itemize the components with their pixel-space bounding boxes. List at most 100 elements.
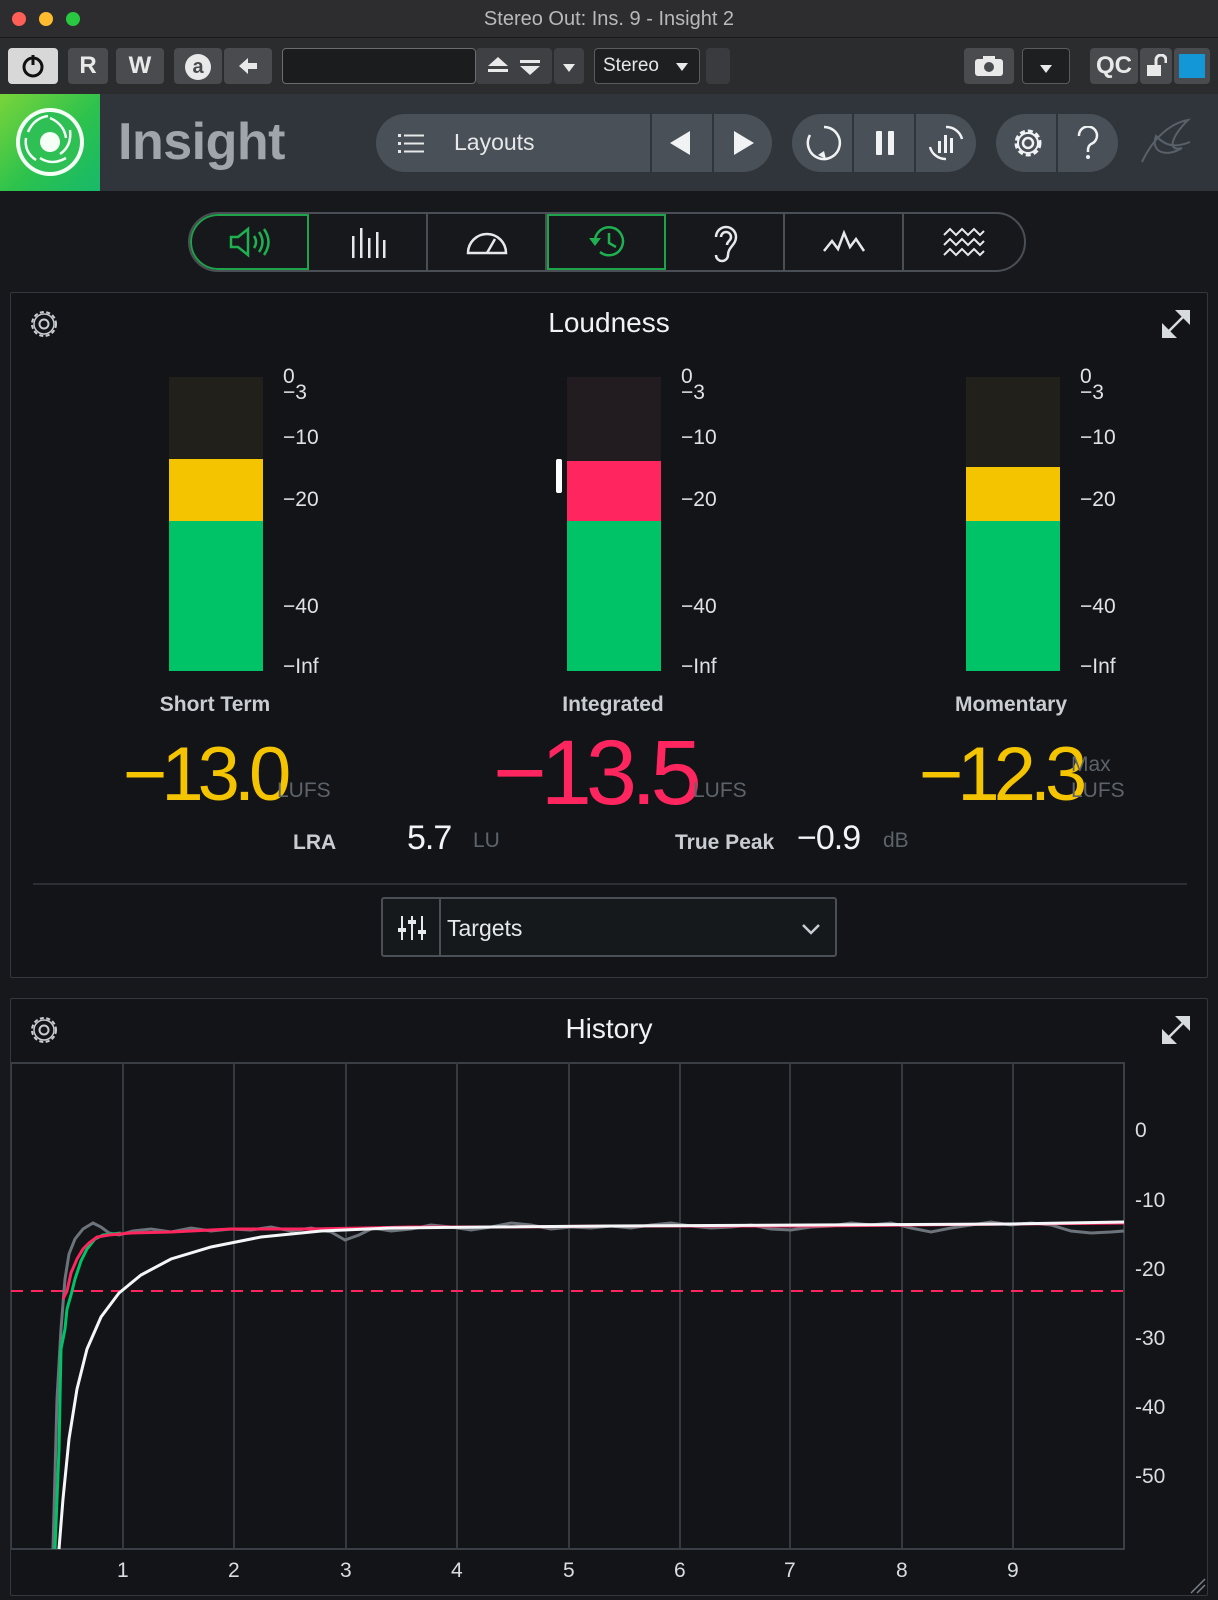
tab-loudness-history[interactable] — [547, 214, 666, 270]
true-peak-label: True Peak — [675, 831, 775, 854]
window-title: Stereo Out: Ins. 9 - Insight 2 — [483, 8, 735, 30]
plugin-header: Insight Layouts — [0, 94, 1218, 191]
host-toolbar: R W a Stereo QC — [0, 38, 1218, 94]
tab-loudness[interactable] — [190, 214, 309, 270]
x-tick-label: 9 — [1007, 1559, 1019, 1582]
auto-compare-button[interactable]: a — [174, 48, 222, 84]
x-tick-label: 6 — [674, 1559, 686, 1582]
y-tick-label: 0 — [1135, 1119, 1147, 1142]
settings-help-group — [996, 114, 1118, 172]
expand-icon[interactable] — [1161, 1015, 1191, 1045]
lock-button[interactable] — [1140, 48, 1172, 84]
targets-separator — [439, 899, 441, 955]
bypass-power-button[interactable] — [8, 48, 58, 84]
back-arrow-button[interactable] — [224, 48, 272, 84]
preset-name-field[interactable] — [282, 48, 476, 84]
preset-up-down-buttons[interactable] — [476, 48, 552, 84]
chevron-down-icon — [802, 924, 820, 935]
pause-button[interactable] — [852, 114, 914, 172]
history-panel: History 0 -10 -20 -30 -4 — [10, 998, 1208, 1596]
read-automation-button[interactable]: R — [68, 48, 108, 84]
sync-meters-button[interactable] — [914, 114, 976, 172]
scale-tick: −3 — [283, 381, 307, 404]
integrated-green-segment — [567, 521, 661, 671]
power-icon — [22, 55, 44, 78]
resize-grip-icon[interactable] — [1190, 1578, 1206, 1594]
loudness-settings-gear-icon[interactable] — [27, 307, 61, 341]
reset-button[interactable] — [792, 114, 852, 172]
y-tick-label: -30 — [1135, 1327, 1165, 1350]
sync-meter-icon — [928, 125, 964, 161]
previous-layout-button[interactable] — [650, 114, 712, 172]
zoom-window-button[interactable] — [66, 12, 80, 26]
momentary-unit: LUFS — [1071, 779, 1125, 802]
short-term-label: Short Term — [159, 693, 271, 716]
scale-tick: −Inf — [283, 655, 319, 678]
x-tick-label: 7 — [784, 1559, 796, 1582]
waveform-peaks-icon — [822, 229, 865, 252]
chevron-down-icon — [1040, 65, 1052, 73]
tab-levels[interactable] — [309, 214, 428, 270]
expand-icon[interactable] — [1161, 309, 1191, 339]
scale-tick: −20 — [681, 488, 717, 511]
layouts-menu-button[interactable]: Layouts — [376, 114, 650, 172]
plot-area — [11, 1062, 1125, 1550]
help-button[interactable] — [1056, 114, 1118, 172]
tab-sound-field[interactable] — [428, 214, 547, 270]
snapshot-menu-button[interactable] — [1022, 48, 1070, 84]
app-name: Insight — [118, 113, 285, 171]
chevron-down-icon — [563, 64, 575, 72]
write-automation-button[interactable]: W — [116, 48, 164, 84]
history-title: History — [565, 1013, 653, 1044]
pause-icon — [876, 131, 894, 155]
scale-tick: −40 — [681, 595, 717, 618]
channel-color-button[interactable] — [1174, 48, 1210, 84]
loudness-panel: Loudness 0 −3 −10 −20 −40 −Inf 0 −3 −10 … — [10, 292, 1208, 978]
snapshot-camera-button[interactable] — [964, 48, 1014, 84]
y-tick-label: -40 — [1135, 1396, 1165, 1419]
tab-intelligibility[interactable] — [666, 214, 785, 270]
minimize-window-button[interactable] — [39, 12, 53, 26]
settings-button[interactable] — [996, 114, 1056, 172]
lra-label: LRA — [293, 831, 337, 854]
spectrogram-icon — [942, 227, 985, 257]
targets-dropdown[interactable]: Targets — [381, 897, 837, 957]
true-peak-value: −0.9 — [797, 819, 861, 857]
izotope-signature-icon — [1141, 118, 1191, 163]
tab-spectrum[interactable] — [785, 214, 904, 270]
scale-tick: −3 — [1080, 381, 1104, 404]
scale-tick: −Inf — [681, 655, 717, 678]
x-tick-label: 3 — [340, 1559, 352, 1582]
scale-tick: −3 — [681, 381, 705, 404]
close-window-button[interactable] — [12, 12, 26, 26]
y-tick-label: -20 — [1135, 1258, 1165, 1281]
integrated-target-marker — [556, 459, 562, 493]
side-chain-toggle[interactable] — [706, 48, 730, 84]
tab-spectrogram[interactable] — [904, 214, 1023, 270]
loudness-title: Loudness — [548, 307, 670, 338]
x-tick-label: 1 — [117, 1559, 129, 1582]
preset-menu-button[interactable] — [554, 48, 584, 84]
gauge-icon — [466, 232, 507, 255]
targets-label: Targets — [447, 915, 523, 941]
scale-tick: 0 — [1080, 365, 1092, 388]
auto-label: a — [185, 54, 211, 80]
divider — [33, 883, 1187, 885]
short-term-unit: LUFS — [277, 779, 331, 802]
ear-icon — [714, 225, 737, 263]
momentary-value: −12.3 — [919, 732, 1087, 817]
history-settings-gear-icon[interactable] — [27, 1013, 61, 1047]
y-tick-label: -10 — [1135, 1189, 1165, 1212]
momentary-green-segment — [966, 521, 1060, 671]
short-term-meter — [169, 377, 263, 671]
next-layout-button[interactable] — [712, 114, 772, 172]
momentary-max-label: Max — [1071, 753, 1111, 776]
triangle-left-icon — [670, 131, 690, 155]
routing-dropdown[interactable]: Stereo — [594, 48, 700, 84]
arrow-left-icon — [239, 58, 257, 74]
short-term-yellow-segment — [169, 459, 263, 521]
scale-tick: −20 — [283, 488, 319, 511]
qc-button[interactable]: QC — [1090, 48, 1138, 84]
up-down-arrows-icon — [488, 57, 540, 75]
integrated-red-segment — [567, 461, 661, 521]
